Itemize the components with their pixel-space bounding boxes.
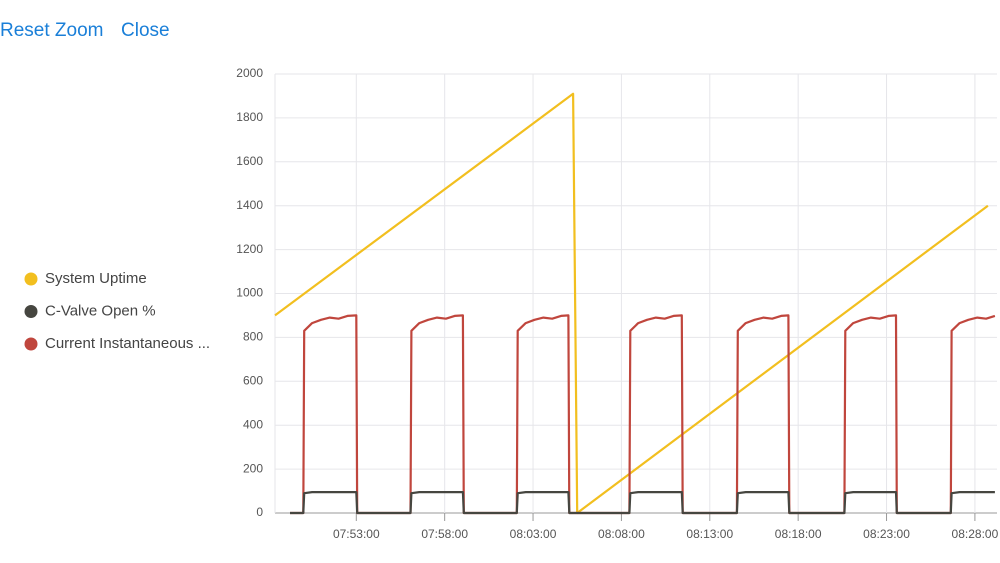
y-tick-label: 0	[256, 505, 263, 519]
series-line	[274, 92, 989, 515]
legend-marker	[24, 305, 38, 318]
reset-zoom-button[interactable]: Reset Zoom	[0, 20, 103, 41]
legend-label: System Uptime	[45, 270, 147, 287]
y-tick-label: 1400	[236, 198, 263, 212]
y-tick-label: 1200	[236, 242, 263, 256]
legend-label: C-Valve Open %	[45, 302, 156, 319]
x-tick-label: 07:58:00	[421, 527, 468, 541]
y-tick-label: 200	[243, 461, 263, 475]
y-tick-label: 1600	[236, 154, 263, 168]
legend-marker	[24, 337, 38, 351]
x-tick-label: 08:28:00	[952, 527, 999, 541]
x-tick-label: 08:13:00	[686, 527, 733, 541]
x-tick-label: 08:08:00	[598, 527, 645, 541]
x-tick-label: 08:03:00	[510, 527, 557, 541]
y-tick-label: 400	[243, 417, 263, 431]
series-line	[290, 314, 996, 515]
y-tick-label: 1000	[236, 286, 263, 300]
y-tick-label: 800	[243, 330, 263, 344]
legend-label: Current Instantaneous ...	[45, 335, 210, 352]
x-tick-label: 07:53:00	[333, 527, 380, 541]
y-tick-label: 600	[243, 373, 263, 387]
y-tick-label: 2000	[236, 66, 263, 80]
close-button[interactable]: Close	[121, 20, 170, 41]
series-line	[290, 491, 995, 515]
y-tick-label: 1800	[236, 110, 263, 124]
x-tick-label: 08:18:00	[775, 527, 822, 541]
x-tick-label: 08:23:00	[863, 527, 910, 541]
legend-marker	[24, 272, 38, 286]
